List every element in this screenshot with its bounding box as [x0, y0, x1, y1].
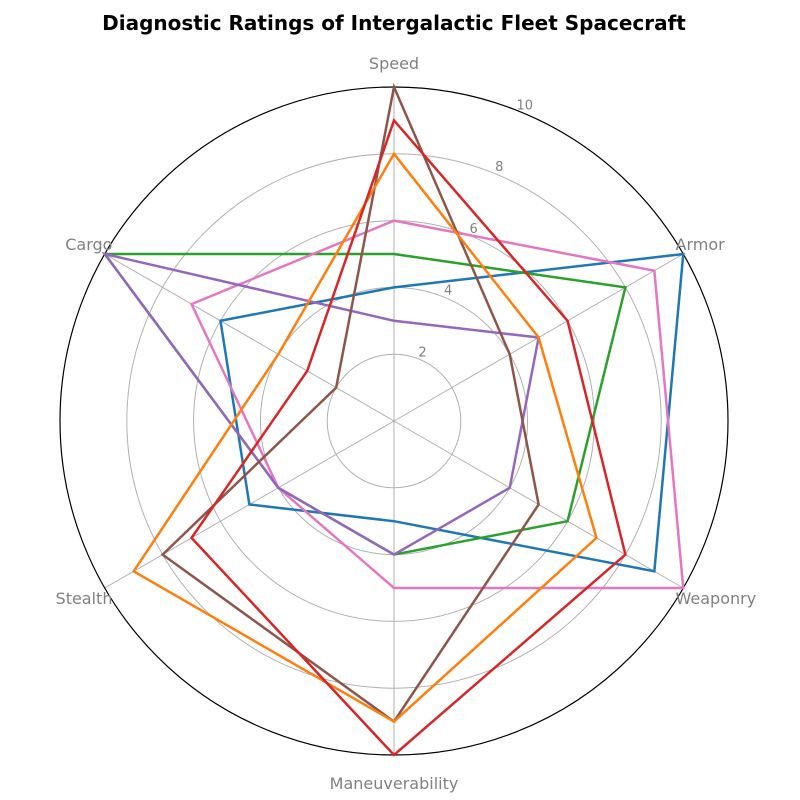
tick-label-10: 10 [517, 98, 534, 113]
series-line-1 [219, 252, 685, 573]
chart-title: Diagnostic Ratings of Intergalactic Flee… [102, 11, 686, 35]
axis-label-maneuverability: Maneuverability [330, 774, 459, 793]
axis-label-weaponry: Weaponry [676, 589, 757, 608]
axis-label-speed: Speed [369, 54, 419, 73]
axis-label-armor: Armor [676, 235, 726, 254]
axis-label-stealth: Stealth [56, 589, 113, 608]
series-line-6 [131, 151, 598, 724]
tick-label-6: 6 [470, 222, 478, 237]
series-line-4 [101, 252, 541, 557]
axis-label-cargo: Cargo [65, 235, 112, 254]
label-layer: 2 4 6 8 10 Speed Armor Weaponry Maneuverability S… [56, 54, 757, 793]
tick-label-2: 2 [418, 345, 426, 360]
tick-label-4: 4 [444, 284, 452, 299]
series-line-3 [189, 219, 685, 590]
grid-layer [59, 86, 729, 756]
tick-label-8: 8 [495, 160, 503, 175]
spoke-cargo [104, 253, 395, 422]
series-line-5 [160, 82, 540, 724]
series-line-7 [189, 117, 627, 757]
series-layer [101, 82, 685, 757]
